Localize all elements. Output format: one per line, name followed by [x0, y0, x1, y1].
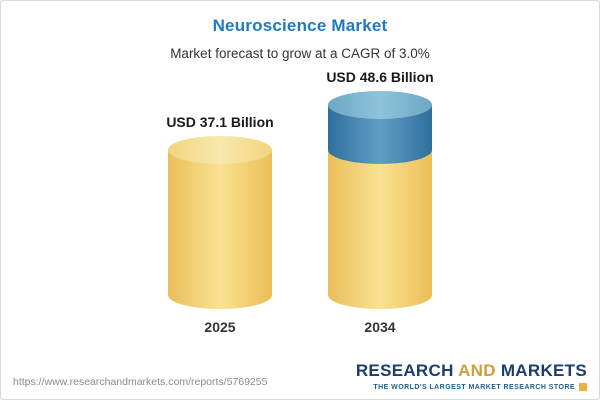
- bar-group-2025: USD 37.1 Billion 2025: [156, 114, 284, 335]
- logo-wordmark: RESEARCH AND MARKETS: [356, 361, 587, 381]
- year-label-2034: 2034: [364, 319, 396, 335]
- gold-square-icon: [579, 383, 587, 391]
- chart-header: Neuroscience Market Market forecast to g…: [1, 1, 599, 61]
- footer: https://www.researchandmarkets.com/repor…: [13, 361, 587, 391]
- cylinder-2025: [168, 135, 272, 309]
- logo-word-and: AND: [458, 361, 496, 380]
- logo-word-markets: MARKETS: [500, 361, 587, 380]
- research-and-markets-logo: RESEARCH AND MARKETS THE WORLD'S LARGEST…: [356, 361, 587, 391]
- logo-tagline: THE WORLD'S LARGEST MARKET RESEARCH STOR…: [373, 383, 575, 391]
- cylinder-2034: [328, 90, 432, 309]
- year-label-2025: 2025: [204, 319, 236, 335]
- value-label-2025: USD 37.1 Billion: [166, 114, 274, 130]
- logo-word-research: RESEARCH: [355, 361, 454, 380]
- logo-tagline-row: THE WORLD'S LARGEST MARKET RESEARCH STOR…: [356, 383, 587, 391]
- chart-subtitle: Market forecast to grow at a CAGR of 3.0…: [170, 46, 430, 61]
- report-url: https://www.researchandmarkets.com/repor…: [13, 376, 268, 388]
- value-label-2034: USD 48.6 Billion: [326, 69, 434, 85]
- bar-group-2034: USD 48.6 Billion 2034: [316, 69, 444, 335]
- cylinder-chart: USD 37.1 Billion 2025 USD 48.6 Billion 2…: [1, 69, 599, 335]
- chart-title: Neuroscience Market: [212, 16, 388, 35]
